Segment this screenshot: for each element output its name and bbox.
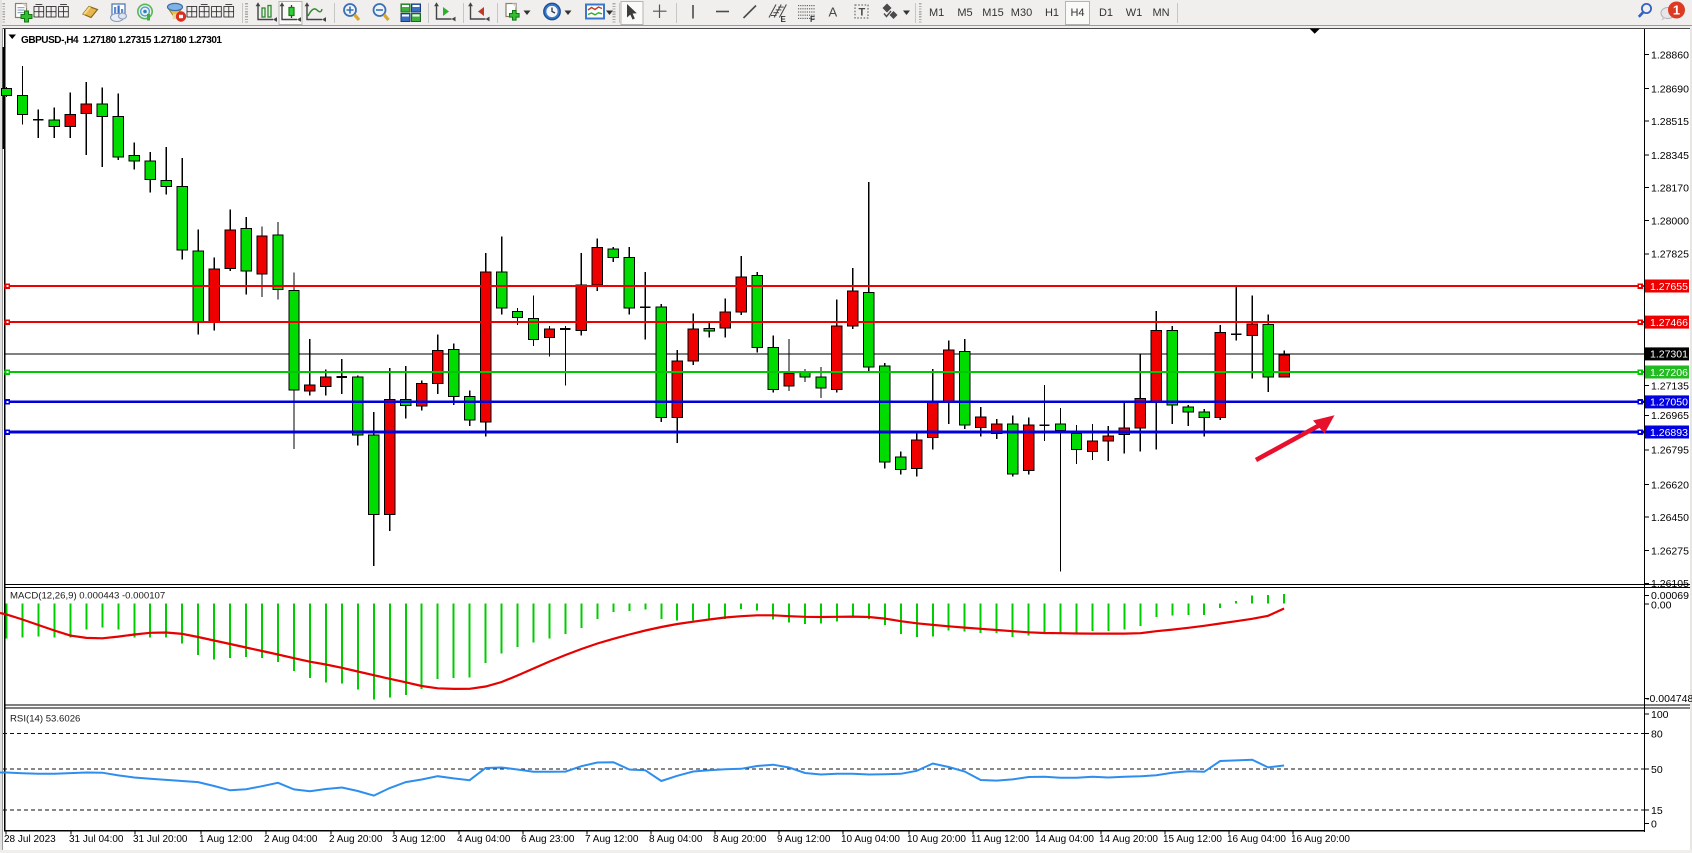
svg-text:6 Aug 23:00: 6 Aug 23:00	[521, 834, 575, 845]
svg-text:3 Aug 12:00: 3 Aug 12:00	[392, 834, 446, 845]
svg-text:T: T	[859, 7, 866, 19]
svg-text:31 Jul 20:00: 31 Jul 20:00	[133, 834, 188, 845]
svg-text:10 Aug 04:00: 10 Aug 04:00	[841, 834, 900, 845]
svg-text:1.26105: 1.26105	[1651, 578, 1689, 590]
svg-text:7 Aug 12:00: 7 Aug 12:00	[585, 834, 639, 845]
svg-text:50: 50	[1651, 764, 1663, 776]
svg-text:M30: M30	[1011, 7, 1032, 19]
svg-text:1.26893: 1.26893	[1650, 427, 1688, 439]
svg-text:2 Aug 04:00: 2 Aug 04:00	[264, 834, 318, 845]
svg-text:1.28690: 1.28690	[1651, 83, 1689, 95]
svg-text:1.26275: 1.26275	[1651, 546, 1689, 558]
svg-text:4 Aug 04:00: 4 Aug 04:00	[457, 834, 511, 845]
svg-text:2 Aug 20:00: 2 Aug 20:00	[329, 834, 383, 845]
svg-text:RSI(14) 53.6026: RSI(14) 53.6026	[10, 714, 80, 725]
svg-text:8 Aug 04:00: 8 Aug 04:00	[649, 834, 703, 845]
svg-text:1: 1	[1673, 3, 1680, 18]
svg-text:H1: H1	[1045, 7, 1059, 19]
svg-text:16 Aug 04:00: 16 Aug 04:00	[1227, 834, 1286, 845]
svg-text:16 Aug 20:00: 16 Aug 20:00	[1291, 834, 1350, 845]
svg-text:1.27206: 1.27206	[1650, 367, 1688, 379]
svg-text:14 Aug 04:00: 14 Aug 04:00	[1035, 834, 1094, 845]
svg-text:1.27466: 1.27466	[1650, 317, 1688, 329]
svg-text:1.28345: 1.28345	[1651, 150, 1689, 162]
svg-text:1.27825: 1.27825	[1651, 249, 1689, 261]
svg-text:1.28860: 1.28860	[1651, 49, 1689, 61]
svg-text:GBPUSD-,H4 1.27180 1.27315 1.: GBPUSD-,H4 1.27180 1.27315 1.27180 1.273…	[21, 35, 222, 46]
svg-text:0: 0	[1651, 818, 1657, 830]
svg-text:W1: W1	[1126, 7, 1143, 19]
svg-text:1.28000: 1.28000	[1651, 215, 1689, 227]
svg-text:1.28515: 1.28515	[1651, 116, 1689, 128]
svg-text:M5: M5	[957, 7, 972, 19]
svg-text:E: E	[781, 15, 787, 24]
svg-text:D1: D1	[1099, 7, 1113, 19]
svg-text:1.26450: 1.26450	[1651, 512, 1689, 524]
svg-text:0.00: 0.00	[1651, 600, 1672, 612]
svg-text:1.27301: 1.27301	[1650, 349, 1688, 361]
svg-text:M1: M1	[929, 7, 944, 19]
svg-text:1.26795: 1.26795	[1651, 445, 1689, 457]
svg-text:10 Aug 20:00: 10 Aug 20:00	[907, 834, 966, 845]
svg-text:A: A	[829, 5, 838, 20]
svg-text:M15: M15	[982, 7, 1003, 19]
svg-text:1 Aug 12:00: 1 Aug 12:00	[199, 834, 253, 845]
svg-text:100: 100	[1651, 709, 1669, 721]
svg-text:80: 80	[1651, 728, 1663, 740]
svg-text:1.26965: 1.26965	[1651, 410, 1689, 422]
svg-text:14 Aug 20:00: 14 Aug 20:00	[1099, 834, 1158, 845]
svg-text:1.27135: 1.27135	[1651, 380, 1689, 392]
svg-text:-0.004748: -0.004748	[1646, 693, 1692, 705]
svg-text:1.26620: 1.26620	[1651, 479, 1689, 491]
svg-text:F: F	[810, 15, 815, 24]
svg-text:8 Aug 20:00: 8 Aug 20:00	[713, 834, 767, 845]
svg-text:9 Aug 12:00: 9 Aug 12:00	[777, 834, 831, 845]
svg-text:31 Jul 04:00: 31 Jul 04:00	[69, 834, 124, 845]
svg-text:11 Aug 12:00: 11 Aug 12:00	[971, 834, 1030, 845]
svg-text:1.27050: 1.27050	[1650, 397, 1688, 409]
svg-text:0.00069: 0.00069	[1651, 590, 1689, 602]
svg-text:15: 15	[1651, 805, 1663, 817]
svg-text:MACD(12,26,9) 0.000443 -0.0001: MACD(12,26,9) 0.000443 -0.000107	[10, 591, 165, 602]
svg-text:1.27655: 1.27655	[1650, 281, 1688, 293]
svg-text:15 Aug 12:00: 15 Aug 12:00	[1163, 834, 1222, 845]
svg-text:MN: MN	[1152, 7, 1169, 19]
svg-text:1.28170: 1.28170	[1651, 182, 1689, 194]
svg-text:28 Jul 2023: 28 Jul 2023	[4, 834, 56, 845]
svg-text:H4: H4	[1070, 7, 1084, 19]
